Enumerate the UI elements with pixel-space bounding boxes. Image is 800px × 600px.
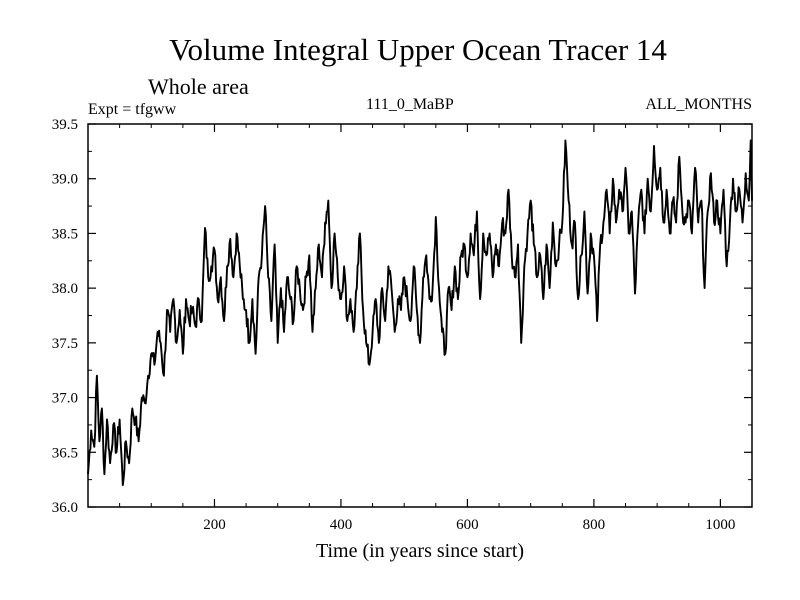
- chart-title: Volume Integral Upper Ocean Tracer 14: [169, 32, 667, 67]
- y-tick-label: 37.0: [52, 391, 78, 407]
- y-tick-label: 38.5: [52, 226, 78, 242]
- y-axis-ticks: 36.0 36.5 37.0 37.5 38.0 38.5 39.0 39.5: [52, 117, 752, 516]
- y-tick-label: 38.0: [52, 281, 78, 297]
- y-tick-label: 39.0: [52, 172, 78, 188]
- y-tick-label: 37.5: [52, 336, 78, 352]
- plot-frame: [87, 123, 753, 508]
- x-tick-label: 600: [456, 517, 479, 533]
- x-tick-label: 200: [203, 517, 226, 533]
- y-tick-label: 39.5: [52, 117, 78, 133]
- expt-label: Expt = tfgww: [88, 101, 177, 118]
- x-tick-label: 1000: [705, 517, 735, 533]
- x-axis-ticks: 200 400 600 800 1000: [119, 124, 753, 533]
- period-label: ALL_MONTHS: [645, 96, 752, 113]
- x-tick-label: 400: [330, 517, 353, 533]
- x-axis-label: Time (in years since start): [316, 540, 524, 562]
- series-line: [87, 139, 753, 487]
- chart-subtitle: Whole area: [148, 74, 249, 99]
- run-label: 111_0_MaBP: [366, 96, 454, 113]
- x-tick-label: 800: [583, 517, 606, 533]
- y-tick-label: 36.5: [52, 445, 78, 461]
- y-tick-label: 36.0: [52, 500, 78, 516]
